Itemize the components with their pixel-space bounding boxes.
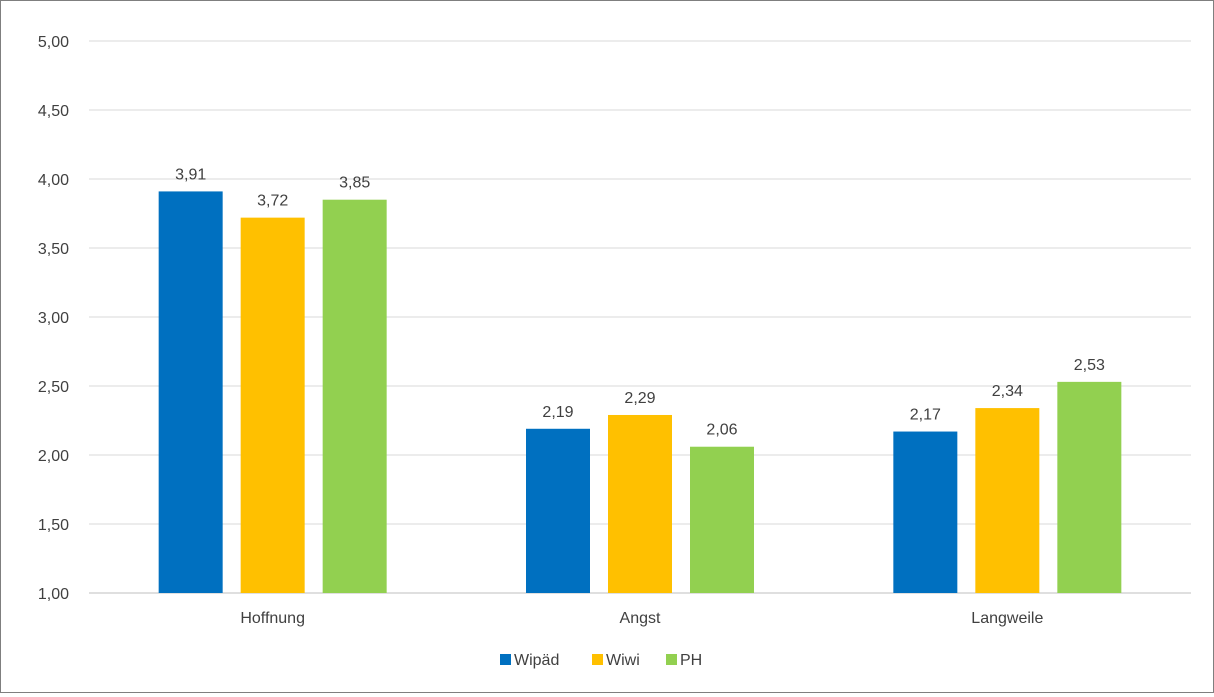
x-category-label: Hoffnung: [240, 610, 305, 627]
y-tick-label: 4,50: [38, 103, 69, 120]
bar-ph-langweile: [1057, 381, 1122, 593]
legend-swatch-wiwi: [592, 654, 603, 665]
y-tick-label: 2,00: [38, 448, 69, 465]
data-label: 2,19: [542, 404, 573, 421]
bar-wipäd-angst: [526, 428, 590, 593]
bar-wipäd-langweile: [893, 431, 958, 593]
bar-wiwi-langweile: [975, 408, 1040, 593]
legend: Wipäd Wiwi PH: [500, 652, 702, 669]
legend-label: Wipäd: [514, 652, 559, 669]
bar-wipäd-hoffnung: [158, 191, 223, 594]
y-tick-label: 2,50: [38, 379, 69, 396]
legend-swatch-ph: [666, 654, 677, 665]
y-tick-label: 5,00: [38, 34, 69, 51]
y-tick-label: 1,00: [38, 586, 69, 603]
data-label: 2,29: [624, 390, 655, 407]
data-label: 3,91: [175, 166, 206, 183]
data-labels: 3,91 3,72 3,85 2,19 2,29 2,06 2,17 2,34 2,53: [175, 166, 1105, 438]
x-axis: Hoffnung Angst Langweile: [240, 610, 1043, 627]
y-tick-label: 3,00: [38, 310, 69, 327]
bar-ph-hoffnung: [322, 199, 387, 593]
y-tick-label: 1,50: [38, 517, 69, 534]
data-label: 2,34: [992, 383, 1023, 400]
legend-label: Wiwi: [606, 652, 640, 669]
data-label: 2,06: [706, 422, 737, 439]
x-category-label: Angst: [620, 610, 661, 627]
bar-wiwi-angst: [608, 414, 672, 593]
legend-swatch-wipäd: [500, 654, 511, 665]
data-label: 3,72: [257, 193, 288, 210]
bars: [158, 191, 1122, 594]
data-label: 2,17: [910, 407, 941, 424]
y-tick-label: 4,00: [38, 172, 69, 189]
x-category-label: Langweile: [971, 610, 1043, 627]
y-axis: 1,00 1,50 2,00 2,50 3,00 3,50 4,00 4,50 5,00: [38, 34, 69, 603]
data-label: 3,85: [339, 175, 370, 192]
bar-ph-angst: [690, 446, 754, 593]
y-tick-label: 3,50: [38, 241, 69, 258]
bar-wiwi-hoffnung: [240, 217, 305, 593]
data-label: 2,53: [1074, 357, 1105, 374]
legend-label: PH: [680, 652, 702, 669]
